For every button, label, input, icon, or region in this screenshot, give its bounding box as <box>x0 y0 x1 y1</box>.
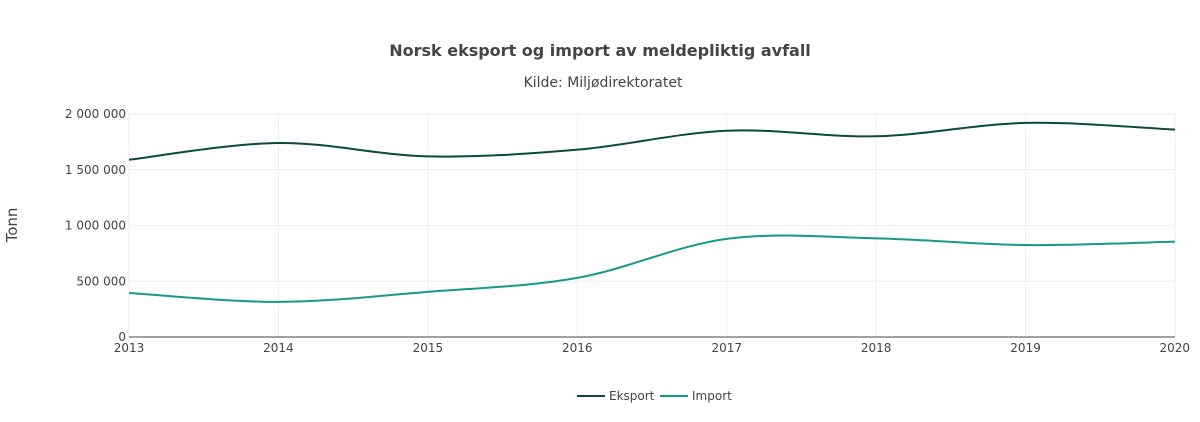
series-lines <box>128 121 1176 303</box>
y-tick-label: 2 000 000 <box>65 107 126 121</box>
y-tick-label: 1 500 000 <box>65 163 126 177</box>
x-tick-label: 2018 <box>861 341 892 355</box>
legend-item-import[interactable]: Import <box>660 389 732 403</box>
series-line-import[interactable] <box>128 234 1176 303</box>
chart-title: Norsk eksport og import av meldepliktig … <box>389 41 811 60</box>
x-tick-label: 2013 <box>114 341 145 355</box>
series-line-eksport[interactable] <box>128 121 1176 161</box>
x-tick-label: 2014 <box>263 341 294 355</box>
x-tick-label: 2015 <box>413 341 444 355</box>
x-tick-label: 2019 <box>1010 341 1041 355</box>
axes: 0 500 000 1 000 000 1 500 000 2 000 000 2013 2… <box>65 107 1190 355</box>
legend-label: Eksport <box>609 389 655 403</box>
legend-label: Import <box>692 389 732 403</box>
y-tick-label: 0 <box>118 330 126 344</box>
x-tick-label: 2020 <box>1159 341 1190 355</box>
y-axis-label: Tonn <box>3 208 21 244</box>
chart-subtitle: Kilde: Miljødirektoratet <box>524 75 683 91</box>
y-tick-label: 1 000 000 <box>65 219 126 233</box>
x-tick-label: 2016 <box>562 341 593 355</box>
x-tick-label: 2017 <box>711 341 742 355</box>
gridlines <box>128 113 1176 337</box>
legend[interactable]: Eksport Import <box>577 389 732 403</box>
legend-item-eksport[interactable]: Eksport <box>577 389 655 403</box>
y-tick-label: 500 000 <box>76 274 126 288</box>
